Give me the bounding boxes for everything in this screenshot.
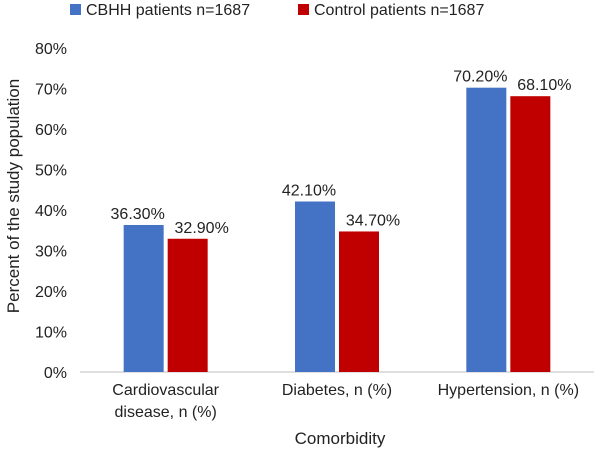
y-axis-ticks: 0% 10% 20% 30% 40% 50% 60% 70% 80% — [35, 41, 67, 382]
bar-cbhh — [466, 87, 507, 372]
x-category-label: disease, n (%) — [115, 404, 217, 421]
bar-cbhh — [295, 201, 335, 372]
legend-label: Control patients n=1687 — [314, 2, 484, 19]
legend-label: CBHH patients n=1687 — [86, 2, 250, 19]
bars — [123, 87, 551, 372]
bar-control — [510, 96, 551, 372]
y-tick-label: 60% — [35, 122, 67, 139]
y-tick-label: 70% — [35, 82, 67, 99]
x-category-label: Hypertension, n (%) — [438, 382, 579, 399]
x-category-label: Diabetes, n (%) — [282, 382, 392, 399]
y-tick-label: 80% — [35, 41, 67, 58]
legend-swatch — [70, 4, 81, 15]
data-label: 68.10% — [517, 77, 571, 94]
legend-swatch — [298, 4, 309, 15]
data-label: 32.90% — [175, 220, 229, 237]
data-label: 70.20% — [453, 69, 507, 86]
bar-cbhh — [123, 224, 164, 372]
data-labels: 36.30% 42.10% 70.20% 32.90% 34.70% 68.10% — [111, 69, 572, 237]
y-tick-label: 30% — [35, 244, 67, 261]
data-label: 36.30% — [111, 206, 165, 223]
y-tick-label: 50% — [35, 163, 67, 180]
y-axis-title: Percent of the study population — [4, 79, 23, 313]
x-axis-category-labels: Cardiovascular disease, n (%) Diabetes, n … — [112, 382, 579, 421]
bar-control — [167, 238, 208, 372]
x-category-label: Cardiovascular — [112, 382, 219, 399]
data-label: 42.10% — [282, 182, 336, 199]
bar-control — [339, 231, 379, 372]
y-tick-label: 40% — [35, 203, 67, 220]
data-label: 34.70% — [346, 212, 400, 229]
y-tick-label: 10% — [35, 325, 67, 342]
y-tick-label: 0% — [44, 365, 67, 382]
x-axis-title: Comorbidity — [295, 429, 386, 448]
y-tick-label: 20% — [35, 284, 67, 301]
legend: CBHH patients n=1687 Control patients n=1… — [70, 2, 484, 19]
